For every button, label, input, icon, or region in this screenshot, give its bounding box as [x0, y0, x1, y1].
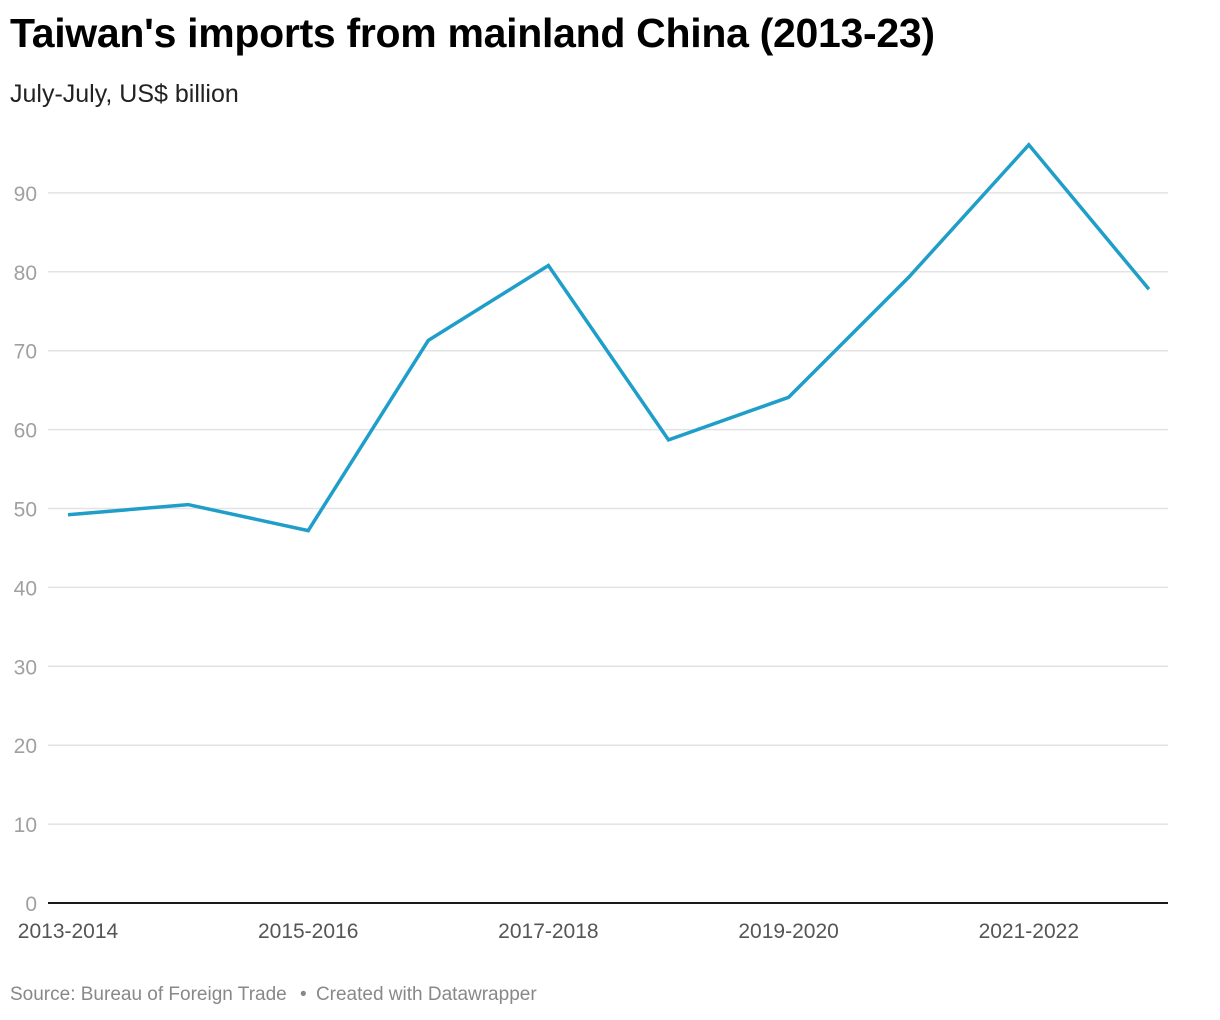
x-tick-label: 2017-2018	[498, 920, 598, 943]
y-tick-label: 20	[14, 735, 37, 758]
y-tick-label: 30	[14, 656, 37, 679]
data-point	[307, 529, 310, 532]
chart-subtitle: July-July, US$ billion	[10, 80, 239, 108]
data-point	[187, 503, 190, 506]
series-layer	[67, 142, 1151, 533]
data-point	[667, 438, 670, 441]
data-point	[1027, 143, 1030, 146]
x-tick-label: 2013-2014	[18, 920, 119, 943]
data-point	[907, 276, 910, 279]
y-tick-label: 40	[14, 577, 37, 600]
y-axis-ticks: 0 10 20 30 40 50 60 70 80 90	[14, 183, 37, 916]
gridlines	[48, 192, 1168, 904]
data-point	[427, 339, 430, 342]
y-tick-label: 80	[14, 262, 37, 285]
series-line	[67, 142, 1151, 533]
data-point	[67, 513, 70, 516]
y-tick-label: 70	[14, 341, 37, 364]
y-tick-label: 0	[25, 893, 37, 916]
footer-separator: •	[300, 984, 307, 1005]
source-note: Source: Bureau of Foreign Trade	[10, 984, 287, 1005]
y-tick-label: 90	[14, 183, 37, 206]
x-tick-label: 2019-2020	[738, 920, 838, 943]
chart-title: Taiwan's imports from mainland China (20…	[10, 10, 935, 56]
y-tick-label: 10	[14, 814, 37, 837]
credit-note: Created with Datawrapper	[315, 984, 537, 1005]
y-tick-label: 50	[14, 499, 37, 522]
data-point	[547, 264, 550, 267]
data-point	[1147, 288, 1150, 291]
x-tick-label: 2021-2022	[979, 920, 1079, 943]
data-point	[787, 396, 790, 399]
y-tick-label: 60	[14, 420, 37, 443]
chart-footer: Source: Bureau of Foreign Trade • Create…	[10, 984, 537, 1006]
x-tick-label: 2015-2016	[258, 920, 358, 943]
x-axis-ticks: 2013-2014 2015-2016 2017-2018 2019-2020 2021…	[18, 920, 1079, 943]
